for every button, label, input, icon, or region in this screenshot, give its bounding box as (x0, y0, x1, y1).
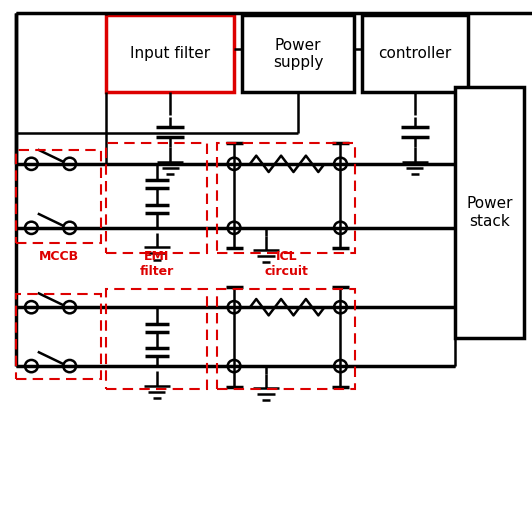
Bar (217, 143, 355, 253)
Text: Input filter: Input filter (130, 46, 210, 61)
Bar (106, 15, 234, 92)
Bar (106, 143, 207, 253)
Bar (16, 294, 101, 379)
Text: controller: controller (378, 46, 452, 61)
Bar (362, 15, 468, 92)
Text: EMI
filter: EMI filter (140, 250, 174, 278)
Bar (455, 87, 524, 338)
Bar (217, 289, 355, 389)
Bar (106, 289, 207, 389)
Bar (16, 150, 101, 243)
Text: ICL
circuit: ICL circuit (264, 250, 308, 278)
Text: Power
supply: Power supply (273, 37, 323, 70)
Bar (242, 15, 354, 92)
Text: MCCB: MCCB (38, 249, 79, 263)
Text: Power
stack: Power stack (466, 196, 513, 229)
